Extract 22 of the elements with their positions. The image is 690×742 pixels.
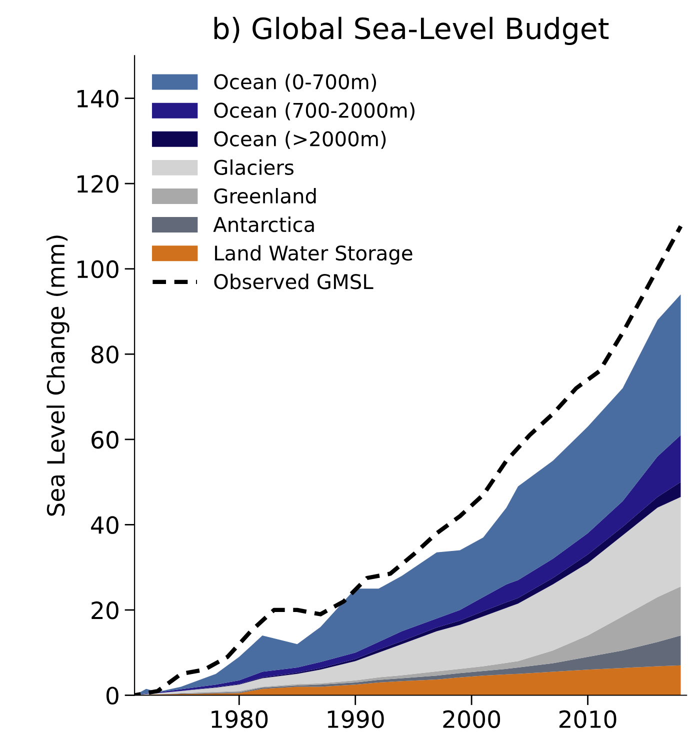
y-tick-label: 140: [77, 90, 118, 108]
chart-title: b) Global Sea-Level Budget: [214, 16, 609, 46]
x-tick-label: 2010: [559, 710, 616, 728]
legend-label: Land Water Storage: [215, 245, 412, 265]
legend-label: Ocean (>2000m): [214, 130, 386, 149]
y-tick-label: 80: [92, 346, 118, 364]
x-tick-label: 1990: [328, 710, 384, 728]
y-axis-title: Sea Level Change (mm): [46, 236, 70, 516]
y-tick-label: 100: [77, 260, 118, 278]
legend-label: Ocean (700-2000m): [214, 102, 414, 120]
x-tick-label: 2000: [443, 710, 500, 728]
legend-label: Ocean (0-700m): [214, 74, 376, 92]
y-tick-label: 40: [91, 516, 118, 534]
y-tick-label: 60: [92, 430, 118, 449]
legend-label: Antarctica: [213, 216, 314, 232]
legend-label: Greenland: [214, 188, 316, 204]
x-tick-label: 1980: [212, 710, 268, 728]
legend-label: Glaciers: [214, 159, 294, 176]
legend-label: Observed GMSL: [214, 274, 374, 290]
y-tick-label: 20: [92, 601, 118, 620]
y-tick-label: 0: [106, 686, 118, 705]
y-tick-label: 120: [77, 175, 118, 193]
